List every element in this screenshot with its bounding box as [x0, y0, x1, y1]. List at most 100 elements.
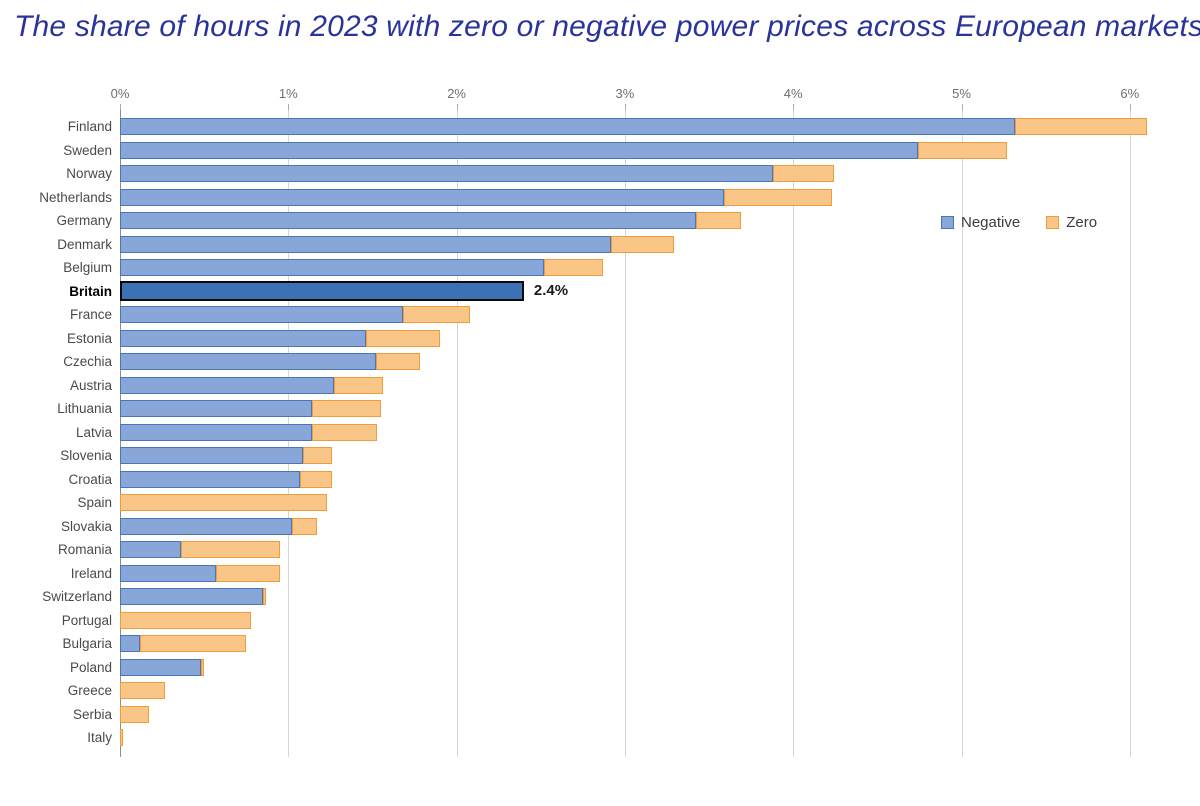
- gridline: [624, 110, 626, 757]
- zero-bar-segment: [215, 564, 280, 582]
- bar-row-netherlands: Netherlands: [39, 188, 832, 206]
- axis-tickmark: [961, 104, 963, 110]
- x-axis-tick-label: 4%: [783, 86, 803, 101]
- zero-bar-segment: [365, 329, 440, 347]
- zero-bar-segment: [1015, 118, 1147, 135]
- x-axis-tick-label: 0%: [110, 86, 130, 101]
- zero-bar-segment: [724, 188, 832, 206]
- category-label-czechia: Czechia: [63, 354, 112, 369]
- bar-row-denmark: Denmark: [57, 235, 674, 253]
- zero-bar-segment: [200, 658, 205, 676]
- negative-bar-segment: [120, 376, 334, 394]
- axis-tickmark: [793, 104, 795, 110]
- negative-bar-segment: [120, 517, 292, 535]
- category-label-poland: Poland: [69, 659, 112, 675]
- legend: Negative Zero: [941, 214, 1097, 231]
- negative-bar-segment: [120, 423, 312, 441]
- bar-row-sweden: Sweden: [63, 141, 1007, 159]
- zero-bar-segment: [544, 259, 603, 276]
- zero-swatch-icon: [1046, 216, 1060, 229]
- axis-tickmark: [456, 104, 458, 110]
- bar-row-slovakia: Slovakia: [61, 517, 317, 535]
- category-label-denmark: Denmark: [57, 236, 112, 252]
- category-label-germany: Germany: [56, 213, 112, 228]
- category-label-croatia: Croatia: [68, 471, 112, 487]
- bar-row-norway: Norway: [66, 165, 834, 182]
- bar-row-switzerland: Switzerland: [42, 588, 267, 605]
- axis-tickmark: [624, 104, 626, 110]
- zero-bar-segment: [120, 729, 124, 746]
- x-axis-tick-label: 5%: [952, 86, 971, 101]
- chart-title: The share of hours in 2023 with zero or …: [14, 10, 1200, 43]
- bar-row-germany: Germany: [56, 212, 742, 229]
- negative-bar-segment: [120, 212, 696, 229]
- negative-bar-segment: [120, 118, 1016, 135]
- legend-item-negative: Negative: [941, 214, 1020, 231]
- zero-bar-segment: [773, 165, 834, 182]
- category-label-estonia: Estonia: [66, 330, 112, 346]
- bar-row-italy: Italy: [87, 729, 124, 746]
- category-label-switzerland: Switzerland: [42, 589, 112, 604]
- category-label-belgium: Belgium: [63, 260, 112, 275]
- bar-row-spain: Spain: [77, 494, 327, 511]
- axis-tickmark: [288, 104, 290, 110]
- bar-row-estonia: Estonia: [67, 329, 440, 347]
- bar-row-greece: Greece: [68, 682, 166, 699]
- bar-row-austria: Austria: [70, 376, 383, 394]
- category-label-romania: Romania: [57, 542, 112, 557]
- bar-row-britain: Britain 2.4%: [69, 281, 568, 301]
- zero-bar-segment: [120, 682, 166, 699]
- bar-row-czechia: Czechia: [63, 353, 420, 370]
- negative-bar-segment: [120, 353, 376, 370]
- negative-bar-segment: [120, 564, 216, 582]
- category-label-norway: Norway: [66, 166, 112, 181]
- bar-row-lithuania: Lithuania: [57, 400, 381, 417]
- category-label-bulgaria: Bulgaria: [62, 636, 112, 651]
- negative-bar-segment: [120, 306, 403, 323]
- axis-tickmark: [120, 104, 121, 110]
- category-label-spain: Spain: [77, 495, 112, 510]
- bar-row-latvia: Latvia: [76, 423, 378, 441]
- negative-bar-segment: [120, 447, 304, 464]
- gridline: [793, 110, 795, 757]
- negative-bar-segment: [120, 470, 301, 488]
- negative-bar-segment: [120, 188, 725, 206]
- negative-bar-segment: [120, 588, 264, 605]
- bar-row-croatia: Croatia: [68, 470, 333, 488]
- category-label-britain: Britain: [69, 283, 112, 299]
- x-axis-tick-label: 3%: [615, 86, 635, 101]
- category-label-finland: Finland: [67, 119, 112, 134]
- negative-bar-segment: [120, 141, 918, 159]
- bar-row-belgium: Belgium: [63, 259, 603, 276]
- negative-swatch-icon: [941, 216, 954, 229]
- negative-bar-segment: [120, 658, 201, 676]
- zero-bar-segment: [375, 353, 420, 370]
- bar-row-france: France: [70, 306, 471, 323]
- negative-bar-segment: [120, 165, 773, 182]
- zero-bar-segment: [140, 635, 247, 652]
- negative-bar-segment: [120, 400, 312, 417]
- bar-row-romania: Romania: [58, 541, 280, 558]
- category-label-ireland: Ireland: [70, 565, 112, 581]
- category-label-portugal: Portugal: [61, 612, 112, 628]
- zero-bar-segment: [311, 400, 381, 417]
- category-label-sweden: Sweden: [63, 142, 112, 158]
- legend-item-zero: Zero: [1046, 214, 1097, 231]
- zero-bar-segment: [917, 141, 1007, 159]
- zero-bar-segment: [180, 541, 280, 558]
- zero-bar-segment: [611, 235, 674, 253]
- negative-bar-segment: [120, 235, 612, 253]
- x-axis-tick-label: 6%: [1120, 86, 1140, 101]
- gridline: [961, 110, 963, 757]
- bar-row-poland: Poland: [70, 658, 205, 676]
- zero-bar-segment: [402, 306, 471, 323]
- axis-tickmark: [1129, 104, 1131, 110]
- legend-label-zero: Zero: [1066, 214, 1098, 231]
- highlighted-negative-bar-segment: [120, 281, 524, 301]
- x-axis-tick-label: 1%: [278, 86, 298, 101]
- category-label-serbia: Serbia: [72, 706, 112, 722]
- bar-row-slovenia: Slovenia: [60, 447, 333, 464]
- category-label-slovenia: Slovenia: [60, 448, 112, 463]
- category-label-latvia: Latvia: [75, 424, 112, 440]
